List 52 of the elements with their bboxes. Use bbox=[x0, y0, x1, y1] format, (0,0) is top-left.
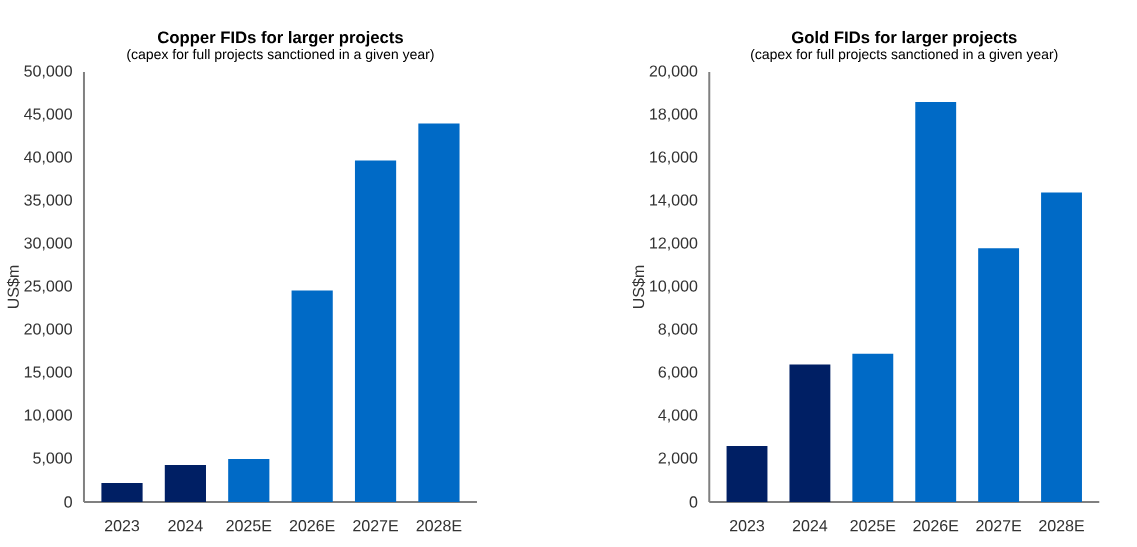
y-tick-label: 5,000 bbox=[33, 452, 72, 466]
y-axis-title: US$m bbox=[632, 265, 646, 308]
bar bbox=[418, 123, 460, 502]
bar bbox=[164, 465, 206, 502]
y-tick-label: 20,000 bbox=[649, 65, 698, 79]
x-tick-label: 2024 bbox=[168, 520, 203, 532]
x-tick-label: 2027E bbox=[976, 520, 1022, 532]
y-tick-label: 2,000 bbox=[658, 452, 698, 466]
bar bbox=[726, 446, 768, 502]
x-tick-label: 2028E bbox=[1039, 520, 1084, 532]
y-tick-label: 4,000 bbox=[658, 409, 698, 423]
y-tick-label: 35,000 bbox=[24, 194, 72, 208]
y-axis-title: US$m bbox=[6, 265, 20, 308]
bar bbox=[978, 248, 1020, 502]
y-tick-label: 14,000 bbox=[650, 194, 698, 208]
bar bbox=[101, 483, 143, 502]
x-tick-label: 2024 bbox=[792, 520, 828, 532]
x-tick-label: 2023 bbox=[730, 520, 765, 532]
y-tick-label: 12,000 bbox=[650, 237, 698, 251]
y-tick-label: 10,000 bbox=[24, 409, 72, 423]
y-tick-label: 20,000 bbox=[24, 323, 72, 337]
bar bbox=[915, 102, 957, 502]
bar bbox=[1041, 192, 1082, 502]
bar bbox=[852, 353, 894, 502]
y-tick-label: 15,000 bbox=[24, 366, 72, 380]
y-tick-label: 45,000 bbox=[24, 108, 72, 122]
bar bbox=[789, 364, 831, 502]
y-tick-label: 40,000 bbox=[24, 151, 72, 165]
x-tick-label: 2028E bbox=[416, 520, 462, 532]
y-tick-label: 10,000 bbox=[650, 280, 698, 294]
y-tick-label: 30,000 bbox=[24, 237, 72, 251]
y-tick-label: 25,000 bbox=[24, 280, 72, 294]
bar bbox=[228, 459, 270, 502]
y-tick-label: 8,000 bbox=[658, 323, 698, 337]
x-tick-label: 2023 bbox=[105, 520, 140, 532]
bar bbox=[291, 290, 333, 502]
x-tick-label: 2026E bbox=[289, 520, 335, 532]
y-tick-label: 0 bbox=[689, 496, 698, 508]
y-tick-label: 6,000 bbox=[658, 366, 698, 380]
x-tick-label: 2025E bbox=[850, 520, 896, 532]
chart-subtitle: (capex for full projects sanctioned in a given year) bbox=[127, 48, 434, 62]
chart-title: Gold FIDs for larger projects bbox=[791, 30, 1017, 47]
y-tick-label: 0 bbox=[64, 496, 72, 508]
chart-title: Copper FIDs for larger projects bbox=[157, 30, 403, 47]
y-tick-label: 18,000 bbox=[650, 108, 698, 122]
y-tick-label: 16,000 bbox=[650, 151, 698, 165]
x-tick-label: 2025E bbox=[226, 520, 272, 532]
bar bbox=[354, 160, 397, 502]
x-tick-label: 2026E bbox=[913, 520, 959, 532]
chart-subtitle: (capex for full projects sanctioned in a given year) bbox=[751, 48, 1058, 62]
y-tick-label: 50,000 bbox=[24, 65, 72, 79]
x-tick-label: 2027E bbox=[353, 520, 398, 532]
